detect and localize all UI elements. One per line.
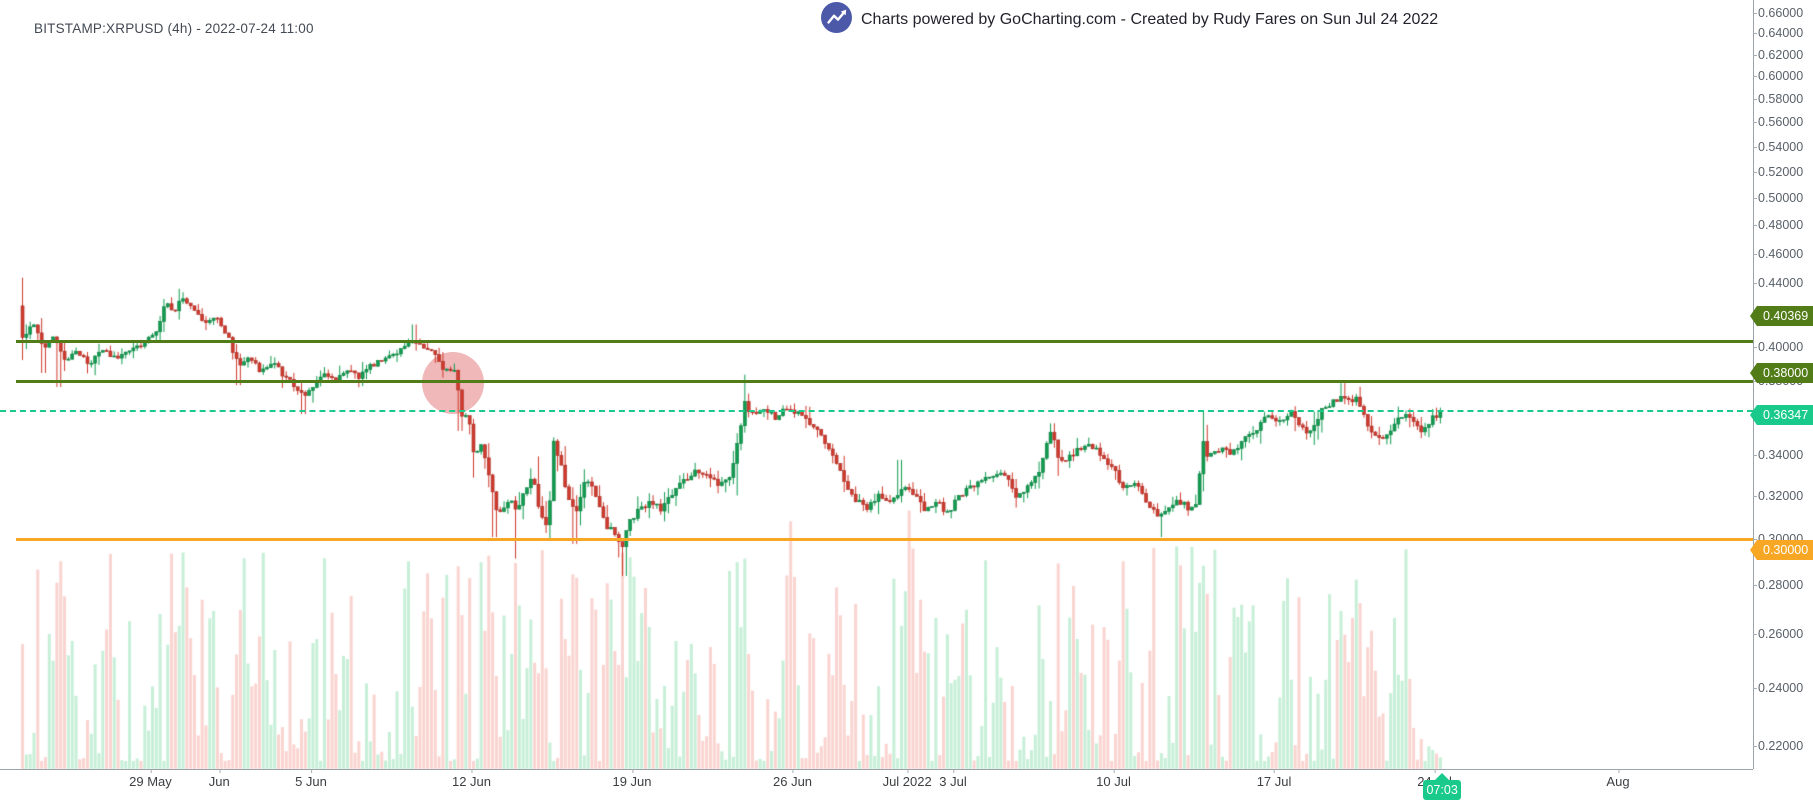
price-tick-label: 0.62000: [1753, 48, 1803, 62]
time-tick-label: 5 Jun: [295, 769, 327, 789]
time-tick-mark: [1113, 769, 1115, 773]
price-tick-label: 0.50000: [1753, 191, 1803, 205]
price-tick-label: 0.56000: [1753, 115, 1803, 129]
time-tick-mark: [150, 769, 152, 773]
credits-text: Charts powered by GoCharting.com - Creat…: [861, 11, 1439, 28]
time-axis-line: [0, 769, 1753, 770]
price-level-badge-0.38000: 0.38000: [1750, 363, 1813, 383]
price-tick-mark: [1753, 225, 1757, 227]
time-tick-label: Aug: [1606, 769, 1630, 789]
price-tick-mark: [1753, 12, 1757, 14]
price-tick-label: 0.60000: [1753, 69, 1803, 83]
price-tick-label: 0.22000: [1753, 739, 1803, 753]
time-tick-mark: [310, 769, 312, 773]
price-tick-label: 0.40000: [1753, 340, 1803, 354]
price-tick-label: 0.44000: [1753, 276, 1803, 290]
price-tick-mark: [1753, 381, 1757, 383]
time-tick-mark: [953, 769, 955, 773]
time-tick-label: 29 May: [129, 769, 172, 789]
price-tick-mark: [1753, 33, 1757, 35]
time-tick-mark: [219, 769, 221, 773]
time-tick-label: Jun: [209, 769, 230, 789]
drawn-horizontal-line-0.30000[interactable]: [16, 537, 1753, 541]
time-tick-mark: [792, 769, 794, 773]
price-tick-label: 0.54000: [1753, 140, 1803, 154]
time-tick-mark: [1617, 769, 1619, 773]
time-tick-label: Jul 2022: [883, 769, 932, 789]
price-tick-label: 0.64000: [1753, 26, 1803, 40]
price-tick-mark: [1753, 584, 1757, 586]
time-tick-label: 19 Jun: [612, 769, 652, 789]
price-tick-mark: [1753, 283, 1757, 285]
price-tick-mark: [1753, 538, 1757, 540]
price-tick-label: 0.58000: [1753, 92, 1803, 106]
price-tick-label: 0.24000: [1753, 681, 1803, 695]
price-tick-label: 0.48000: [1753, 218, 1803, 232]
countdown-text: 07:03: [1426, 783, 1458, 797]
time-tick-mark: [1434, 769, 1436, 773]
time-tick-mark: [471, 769, 473, 773]
symbol-title: BITSTAMP:XRPUSD (4h) - 2022-07-24 11:00: [34, 21, 314, 36]
gocharting-logo-icon: [820, 1, 853, 39]
price-tick-mark: [1753, 122, 1757, 124]
price-tick-mark: [1753, 346, 1757, 348]
time-tick-label: 26 Jun: [773, 769, 812, 789]
last-price-line: [0, 410, 1753, 413]
time-tick-label: 12 Jun: [452, 769, 491, 789]
price-tick-label: 0.52000: [1753, 165, 1803, 179]
price-tick-mark: [1753, 634, 1757, 636]
credits-bar: Charts powered by GoCharting.com - Creat…: [820, 1, 1438, 39]
price-tick-mark: [1753, 76, 1757, 78]
price-level-badge-0.30000: 0.30000: [1750, 540, 1813, 560]
price-tick-mark: [1753, 455, 1757, 457]
countdown-arrow-up-icon: [1434, 773, 1451, 781]
price-tick-label: 0.66000: [1753, 6, 1803, 20]
price-tick-mark: [1753, 687, 1757, 689]
price-axis-line: [1753, 0, 1754, 769]
time-tick-label: 3 Jul: [939, 769, 967, 789]
price-tick-mark: [1753, 99, 1757, 101]
drawn-horizontal-line-0.40369[interactable]: [16, 339, 1753, 343]
drawn-horizontal-line-0.38000[interactable]: [16, 380, 1753, 384]
price-tick-label: 0.28000: [1753, 578, 1803, 592]
price-tick-mark: [1753, 171, 1757, 173]
time-tick-label: 17 Jul: [1257, 769, 1291, 789]
price-tick-label: 0.26000: [1753, 627, 1803, 641]
time-tick-mark: [907, 769, 909, 773]
price-tick-mark: [1753, 495, 1757, 497]
price-level-badge-0.40369: 0.40369: [1750, 306, 1813, 326]
price-tick-label: 0.32000: [1753, 489, 1803, 503]
time-tick-label: 10 Jul: [1096, 769, 1131, 789]
time-tick-mark: [1274, 769, 1276, 773]
price-tick-mark: [1753, 198, 1757, 200]
price-tick-label: 0.34000: [1753, 448, 1803, 462]
candle-countdown-badge: 07:03: [1423, 773, 1462, 800]
price-tick-mark: [1753, 745, 1757, 747]
price-tick-mark: [1753, 253, 1757, 255]
price-tick-mark: [1753, 54, 1757, 56]
price-tick-mark: [1753, 146, 1757, 148]
price-tick-label: 0.46000: [1753, 247, 1803, 261]
last-price-badge: 0.36347: [1750, 405, 1813, 425]
time-tick-mark: [631, 769, 633, 773]
